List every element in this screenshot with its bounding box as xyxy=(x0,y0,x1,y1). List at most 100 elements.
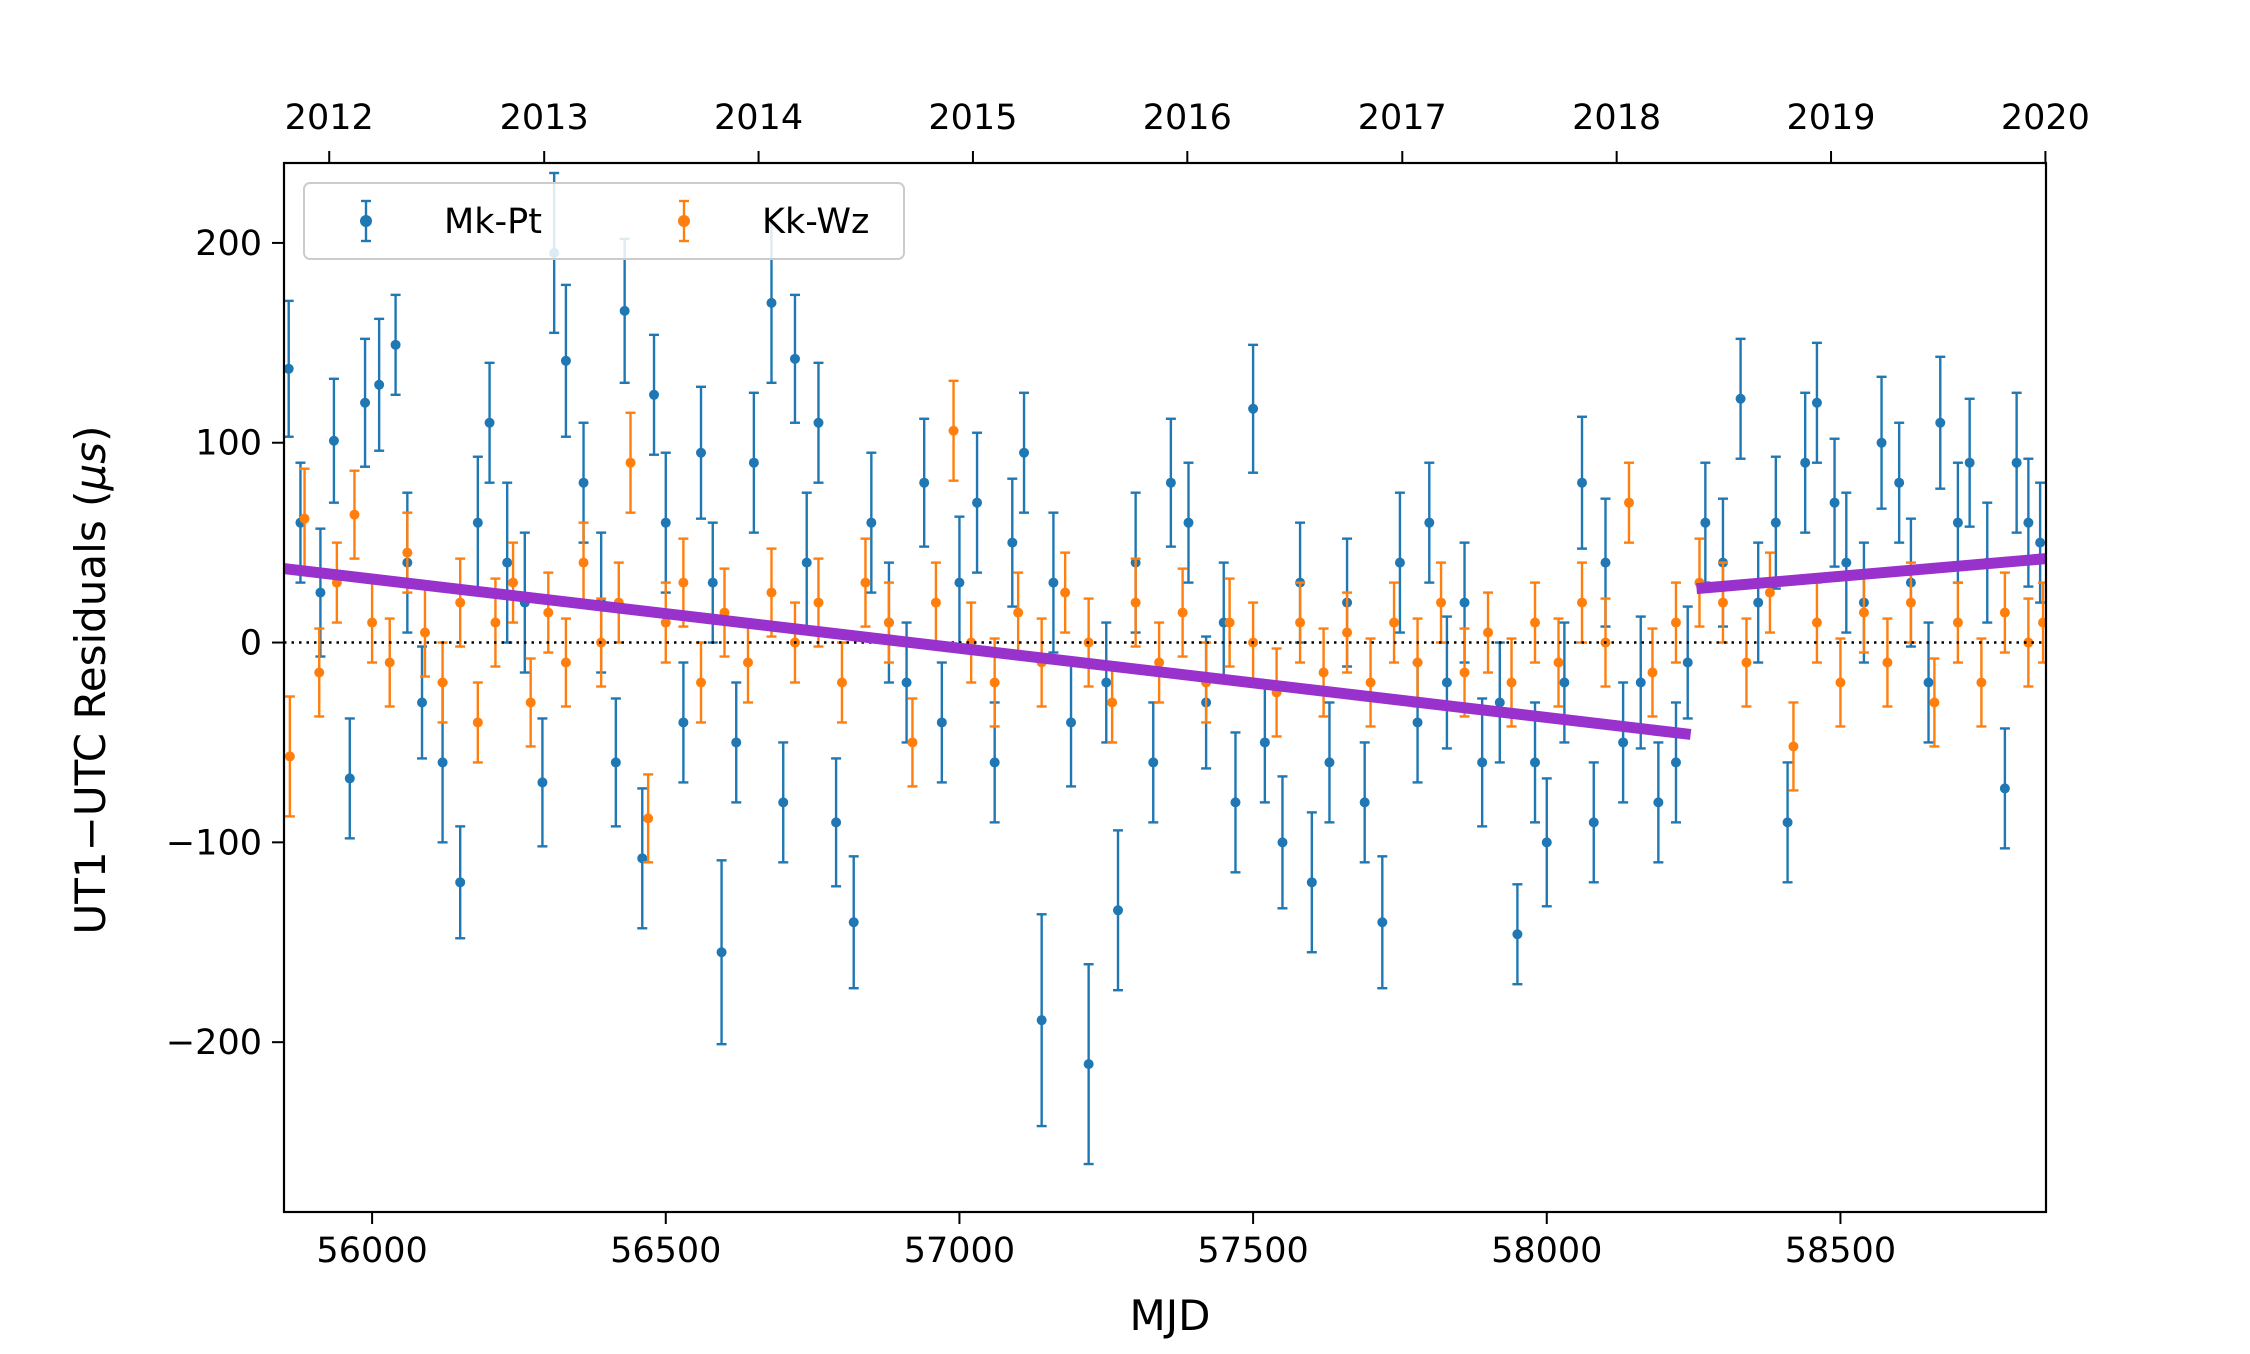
data-point xyxy=(930,561,941,644)
x-axis-title: MJD xyxy=(1130,1291,1211,1340)
point-marker xyxy=(1976,677,1987,688)
data-point xyxy=(1389,581,1400,664)
trend-line-1 xyxy=(284,563,1692,740)
point-marker xyxy=(1259,737,1270,748)
data-point xyxy=(907,697,918,788)
point-marker xyxy=(989,757,1000,768)
point-marker xyxy=(455,597,466,608)
point-marker xyxy=(813,417,824,428)
top-tick-label: 2020 xyxy=(2001,98,2090,138)
point-marker xyxy=(1483,627,1494,638)
data-point xyxy=(1318,627,1329,718)
series-kk-wz xyxy=(284,379,2046,864)
point-marker xyxy=(836,677,847,688)
data-point xyxy=(1036,913,1047,1128)
point-marker xyxy=(972,497,983,508)
data-point xyxy=(1494,641,1505,764)
data-point xyxy=(1800,391,1811,534)
point-marker xyxy=(1048,577,1059,588)
data-point xyxy=(1248,343,1259,474)
data-point xyxy=(472,455,483,590)
y-tick-label: −100 xyxy=(166,823,262,863)
point-marker xyxy=(1130,597,1141,608)
data-point xyxy=(936,661,947,784)
data-point xyxy=(954,515,965,650)
point-marker xyxy=(610,757,621,768)
point-marker xyxy=(954,577,965,588)
data-point xyxy=(1436,561,1447,644)
point-marker xyxy=(1923,677,1934,688)
data-point xyxy=(1530,701,1541,824)
data-point xyxy=(1670,581,1681,664)
data-point xyxy=(696,641,707,724)
data-point xyxy=(1165,417,1176,548)
point-marker xyxy=(1700,517,1711,528)
data-point xyxy=(848,855,859,990)
legend: Mk-Pt Kk-Wz xyxy=(303,182,905,260)
point-marker xyxy=(490,617,501,628)
data-point xyxy=(344,717,355,840)
point-marker xyxy=(1577,477,1588,488)
data-point xyxy=(560,283,571,438)
plot-frame xyxy=(282,161,2048,1214)
legend-marker xyxy=(678,215,690,227)
point-marker xyxy=(907,737,918,748)
series-mk-pt xyxy=(284,171,2046,1166)
data-point xyxy=(1324,701,1335,824)
point-marker xyxy=(1717,597,1728,608)
point-marker xyxy=(1377,917,1388,928)
legend-box xyxy=(303,182,905,260)
data-point xyxy=(1359,741,1370,864)
data-point xyxy=(619,237,630,384)
point-marker xyxy=(1858,607,1869,618)
point-marker xyxy=(1782,817,1793,828)
point-marker xyxy=(1177,607,1188,618)
point-marker xyxy=(696,447,707,458)
x-tick-label: 57500 xyxy=(1197,1231,1308,1271)
point-marker xyxy=(866,517,877,528)
point-marker xyxy=(1770,517,1781,528)
point-marker xyxy=(502,557,513,568)
point-marker xyxy=(1441,677,1452,688)
point-marker xyxy=(560,355,571,366)
legend-entry-mk-pt: Mk-Pt xyxy=(360,199,542,243)
point-marker xyxy=(1623,497,1634,508)
point-marker xyxy=(930,597,941,608)
point-marker xyxy=(731,737,742,748)
data-point xyxy=(836,641,847,724)
point-marker xyxy=(578,477,589,488)
point-marker xyxy=(1412,657,1423,668)
point-marker xyxy=(801,557,812,568)
point-marker xyxy=(472,517,483,528)
point-marker xyxy=(419,627,430,638)
data-point xyxy=(1295,581,1306,664)
point-marker xyxy=(707,577,718,588)
data-point xyxy=(1107,661,1118,744)
data-point xyxy=(789,293,800,424)
data-point xyxy=(696,385,707,520)
data-point xyxy=(1277,775,1288,910)
data-point xyxy=(1019,391,1030,514)
point-marker xyxy=(1811,397,1822,408)
top-tick-label: 2012 xyxy=(285,98,374,138)
point-marker xyxy=(643,813,654,824)
point-marker xyxy=(1277,837,1288,848)
point-marker xyxy=(1553,657,1564,668)
data-point xyxy=(610,697,621,828)
point-marker xyxy=(1788,741,1799,752)
point-marker xyxy=(455,877,466,888)
point-marker xyxy=(1800,457,1811,468)
data-point xyxy=(1923,621,1934,744)
y-tick-label: 0 xyxy=(240,624,262,664)
point-marker xyxy=(778,797,789,808)
data-point xyxy=(1976,637,1987,728)
point-marker xyxy=(1389,617,1400,628)
point-marker xyxy=(1935,417,1946,428)
point-marker xyxy=(901,677,912,688)
point-marker xyxy=(1588,817,1599,828)
data-point xyxy=(1929,657,1940,748)
y-tick-label: 100 xyxy=(195,424,262,464)
point-marker xyxy=(1494,697,1505,708)
